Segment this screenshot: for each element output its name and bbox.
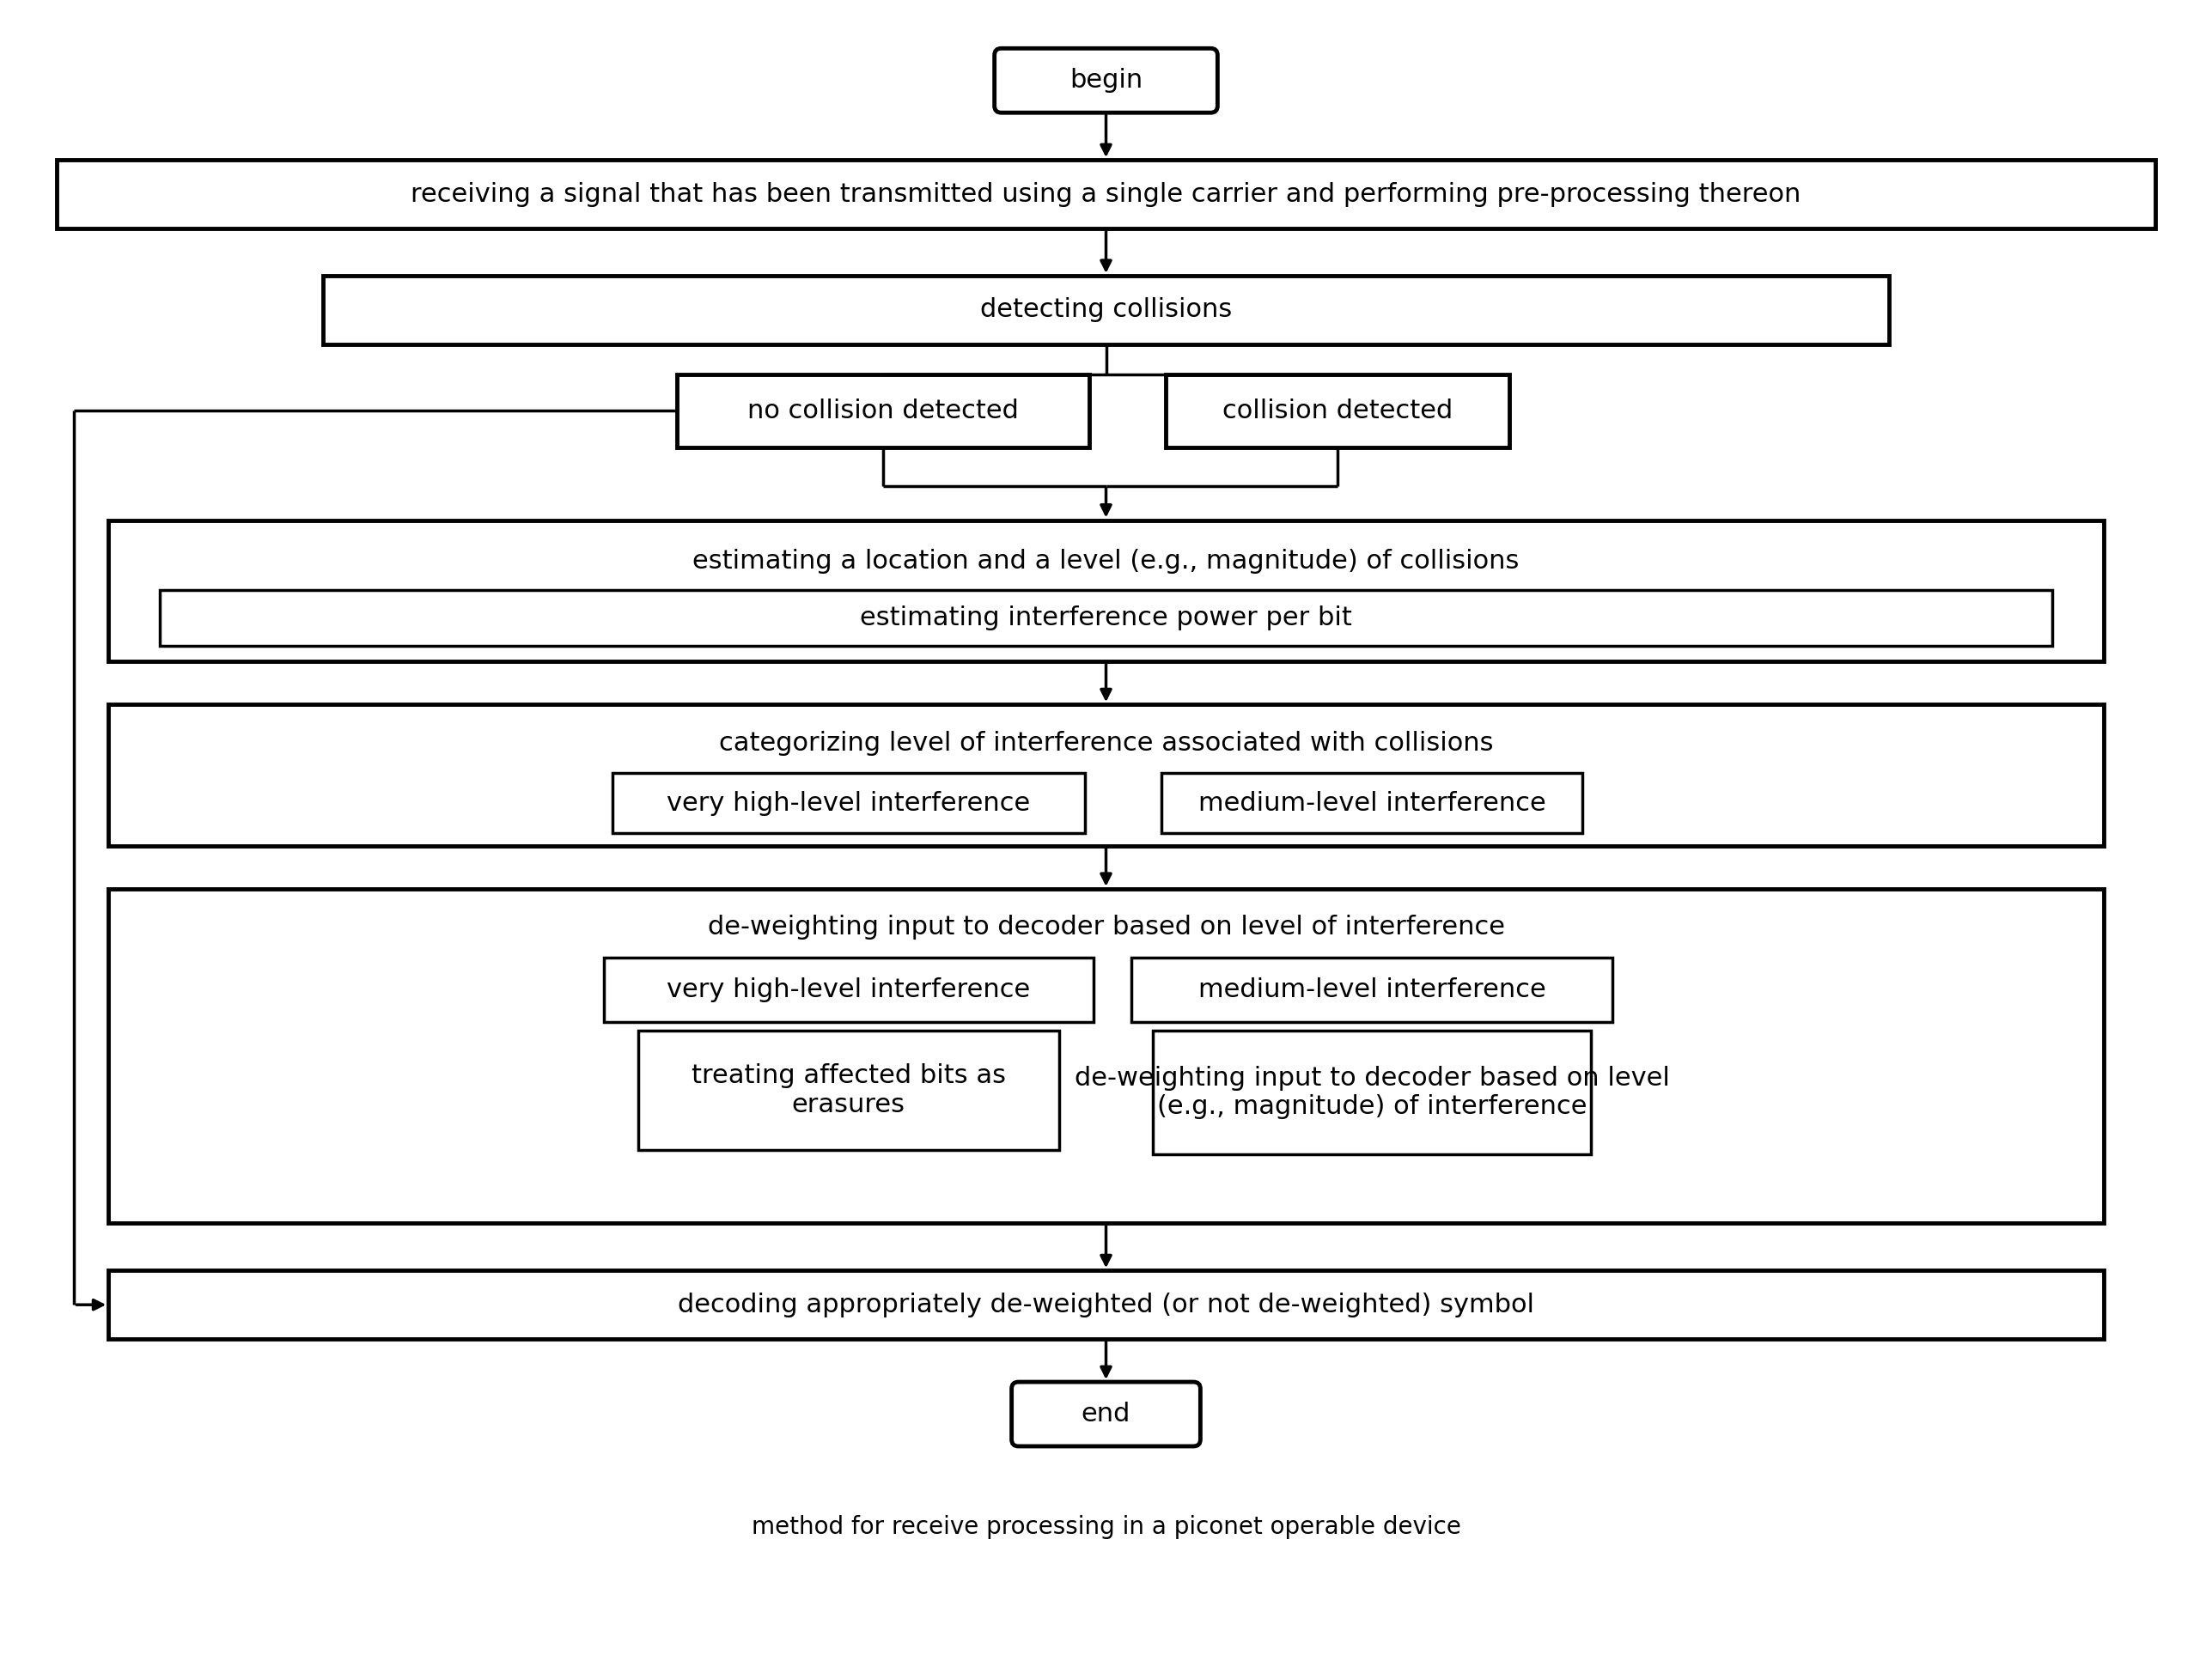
Text: no collision detected: no collision detected: [748, 399, 1018, 424]
Bar: [639, 1030, 1060, 1151]
Bar: [677, 374, 1088, 447]
Text: de-weighting input to decoder based on level
(e.g., magnitude) of interference: de-weighting input to decoder based on l…: [1075, 1066, 1670, 1120]
Text: categorizing level of interference associated with collisions: categorizing level of interference assoc…: [719, 731, 1493, 756]
Bar: [604, 957, 1093, 1022]
FancyBboxPatch shape: [1011, 1382, 1201, 1447]
Bar: [159, 590, 2053, 646]
Bar: [323, 276, 1889, 344]
FancyBboxPatch shape: [995, 48, 1217, 113]
Text: treating affected bits as
erasures: treating affected bits as erasures: [692, 1063, 1006, 1118]
Text: method for receive processing in a piconet operable device: method for receive processing in a picon…: [752, 1515, 1460, 1540]
Bar: [1161, 772, 1582, 834]
Text: medium-level interference: medium-level interference: [1199, 791, 1546, 816]
Bar: [613, 772, 1084, 834]
Text: very high-level interference: very high-level interference: [666, 977, 1031, 1002]
Text: medium-level interference: medium-level interference: [1199, 977, 1546, 1002]
Text: estimating interference power per bit: estimating interference power per bit: [860, 606, 1352, 631]
Bar: [1166, 374, 1509, 447]
Bar: [1133, 957, 1613, 1022]
Bar: [108, 520, 2104, 661]
Text: collision detected: collision detected: [1223, 399, 1453, 424]
Bar: [58, 159, 2154, 229]
Bar: [108, 1271, 2104, 1339]
Text: de-weighting input to decoder based on level of interference: de-weighting input to decoder based on l…: [708, 915, 1504, 940]
Text: detecting collisions: detecting collisions: [980, 297, 1232, 322]
Text: receiving a signal that has been transmitted using a single carrier and performi: receiving a signal that has been transmi…: [411, 181, 1801, 206]
Text: begin: begin: [1068, 68, 1144, 93]
Text: decoding appropriately de-weighted (or not de-weighted) symbol: decoding appropriately de-weighted (or n…: [677, 1292, 1535, 1317]
Bar: [1152, 1030, 1590, 1154]
Text: end: end: [1082, 1402, 1130, 1427]
Text: estimating a location and a level (e.g., magnitude) of collisions: estimating a location and a level (e.g.,…: [692, 548, 1520, 573]
Bar: [108, 704, 2104, 845]
Bar: [108, 889, 2104, 1222]
Text: very high-level interference: very high-level interference: [666, 791, 1031, 816]
